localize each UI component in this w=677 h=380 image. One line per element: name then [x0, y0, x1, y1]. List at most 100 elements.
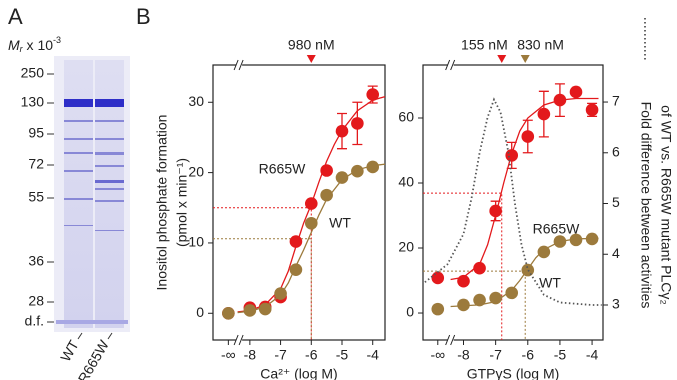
- data-point: [521, 264, 534, 277]
- y2-tick-label: 3: [612, 296, 620, 312]
- lane-label: R665W: [75, 337, 113, 380]
- data-point: [431, 303, 444, 316]
- x-tick-label: -5: [554, 347, 567, 363]
- y2-tick-label: 5: [612, 194, 620, 210]
- x-tick-label: -8: [244, 347, 257, 363]
- marker-label: 95: [28, 125, 44, 141]
- annotation: 980 nM: [288, 37, 335, 53]
- y2-tick-label: 6: [612, 143, 620, 159]
- marker-label: 55: [28, 189, 44, 205]
- x-tick-label: -6: [305, 347, 318, 363]
- y2-tick-label: 7: [612, 93, 620, 109]
- data-point: [366, 161, 379, 174]
- data-point: [290, 235, 303, 248]
- y-tick-label: 40: [398, 174, 414, 190]
- data-point: [554, 235, 567, 248]
- y-tick-label: 10: [188, 234, 204, 250]
- data-point: [457, 299, 470, 312]
- y2-axis-label: of WT vs. R665W mutant PLCγ₂: [658, 105, 674, 305]
- gel-dye-front: [56, 320, 128, 324]
- data-point: [320, 189, 333, 202]
- x-tick-label: -7: [489, 347, 502, 363]
- axis-label-text: x 10: [23, 37, 54, 53]
- marker-label: 36: [28, 253, 44, 269]
- x-tick-label: -∞: [430, 347, 445, 363]
- data-point: [305, 217, 318, 230]
- data-point: [505, 287, 518, 300]
- marker-label: 130: [21, 94, 45, 110]
- data-point: [351, 165, 364, 178]
- data-point: [473, 262, 486, 275]
- data-point: [521, 130, 534, 143]
- data-point: [351, 117, 364, 130]
- x-tick-label: -∞: [221, 347, 236, 363]
- data-point: [290, 263, 303, 276]
- y2-axis-label: Fold difference between activities: [638, 102, 654, 309]
- reference-line: [423, 193, 502, 340]
- y2-tick-label: 4: [612, 245, 620, 261]
- annotation: 830 nM: [517, 37, 564, 53]
- marker-label: 28: [28, 293, 44, 309]
- data-point: [586, 104, 599, 117]
- x-axis-label: Ca²⁺ (log M): [260, 366, 337, 380]
- axis-label: Mr x 10-3: [8, 35, 61, 54]
- y-tick-label: 20: [398, 239, 414, 255]
- data-point: [473, 294, 486, 307]
- axis-label-sup: -3: [53, 35, 61, 45]
- gel-band: [64, 99, 93, 107]
- y-tick-label: 0: [406, 304, 414, 320]
- reference-line: [213, 239, 311, 340]
- data-point: [274, 287, 287, 300]
- data-point: [366, 88, 379, 101]
- marker-label: 72: [28, 156, 44, 172]
- x-tick-label: -4: [366, 347, 379, 363]
- data-point: [570, 86, 583, 99]
- data-point: [320, 164, 333, 177]
- y-tick-label: 30: [188, 93, 204, 109]
- annotation-marker: [497, 55, 506, 63]
- data-point: [489, 292, 502, 305]
- y-tick-label: 20: [188, 163, 204, 179]
- x-tick-label: -7: [274, 347, 287, 363]
- x-tick-label: -8: [457, 347, 470, 363]
- figure: A B Mr x 10-3 2501309572553628d.f.WTR665…: [0, 0, 677, 380]
- data-point: [538, 246, 551, 259]
- data-point: [489, 205, 502, 218]
- y-axis-label: (pmol x min⁻¹): [174, 158, 190, 247]
- data-point: [505, 149, 518, 162]
- data-point: [457, 275, 470, 288]
- marker-label: d.f.: [25, 313, 44, 329]
- data-point: [336, 171, 349, 184]
- data-point: [244, 304, 257, 317]
- annotation: 155 nM: [461, 37, 508, 53]
- marker-label: 250: [21, 65, 45, 81]
- fold-curve: [425, 100, 602, 306]
- annotation-marker: [521, 55, 530, 63]
- y-tick-label: 0: [196, 304, 204, 320]
- axis-label-main: M: [8, 37, 20, 53]
- data-point: [570, 234, 583, 247]
- lane-label: WT: [57, 337, 82, 364]
- lane-dash: [78, 333, 82, 339]
- data-point: [431, 272, 444, 285]
- plot-frame: [213, 65, 385, 340]
- series-label: R665W: [259, 161, 306, 177]
- panel-label: B: [136, 4, 151, 29]
- y-axis-label: Inositol phosphate formation: [154, 115, 170, 291]
- lane-dash: [108, 333, 112, 339]
- x-tick-label: -6: [522, 347, 535, 363]
- data-point: [554, 94, 567, 107]
- gel-band: [95, 99, 124, 107]
- data-point: [305, 197, 318, 210]
- y-tick-label: 60: [398, 109, 414, 125]
- data-point: [222, 307, 235, 320]
- data-point: [538, 108, 551, 121]
- x-tick-label: -5: [336, 347, 349, 363]
- series-label: WT: [329, 215, 351, 231]
- data-point: [586, 233, 599, 246]
- x-tick-label: -4: [586, 347, 599, 363]
- x-axis-label: GTPγS (log M): [467, 366, 560, 380]
- series-label: R665W: [533, 221, 580, 237]
- annotation-marker: [307, 55, 316, 63]
- data-point: [259, 303, 272, 316]
